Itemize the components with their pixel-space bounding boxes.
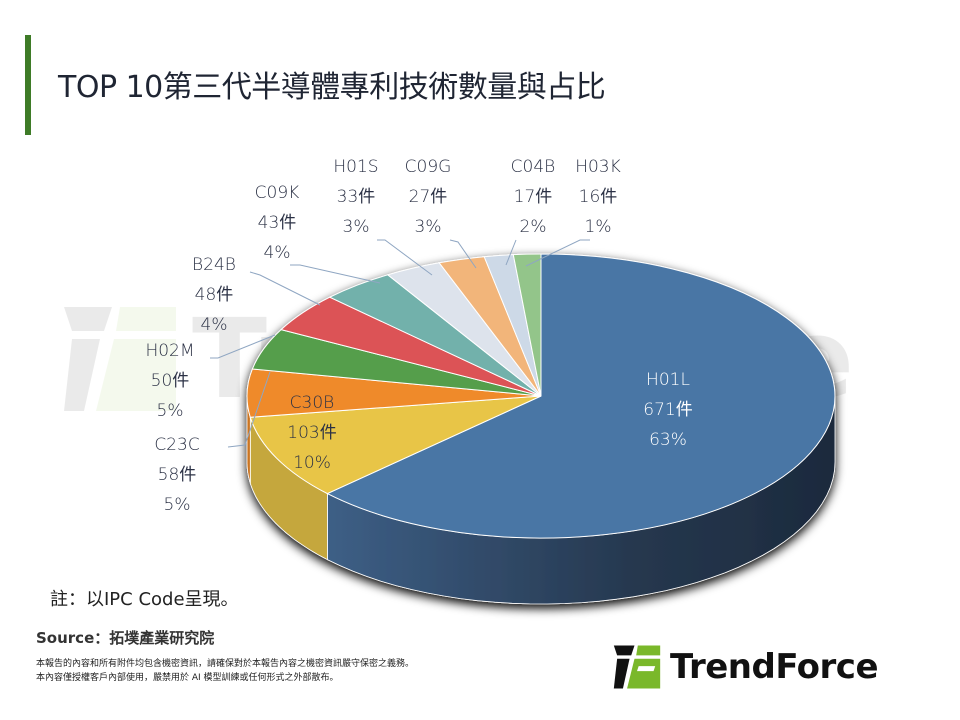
slice-label-b24b-count: 48件 [195, 285, 234, 305]
slice-label-c23c-percent: 5% [164, 495, 191, 515]
slice-label-h02m-percent: 5% [157, 401, 184, 421]
leader-line-c09k [290, 264, 381, 284]
slice-label-h02m-count: 50件 [151, 371, 190, 391]
slice-label-h03k-count: 16件 [579, 187, 618, 207]
slice-label-h01l-code: H01L [646, 370, 690, 390]
slice-label-h01l-count: 671件 [643, 400, 692, 420]
disclaimer: 本報告的內容和所有附件均包含機密資訊，請確保對於本報告內容之機密資訊嚴守保密之義… [36, 657, 414, 685]
slice-label-c30b-count: 103件 [287, 423, 336, 443]
slice-label-h01s-code: H01S [333, 157, 378, 177]
slice-label-c09k-code: C09K [255, 183, 300, 203]
trendforce-logo-icon [613, 645, 661, 689]
slice-label-c30b-percent: 10% [293, 453, 331, 473]
leader-line-c04b [505, 239, 517, 266]
leader-line-b24b [249, 271, 321, 306]
slice-label-c23c-count: 58件 [158, 465, 197, 485]
leader-line-h03k [525, 239, 590, 267]
slice-label-c09k-percent: 4% [264, 243, 291, 263]
source-text: Source：拓墣產業研究院 [36, 629, 215, 647]
title-accent-bar [25, 35, 31, 135]
pie-slice-h01l[interactable] [326, 253, 836, 539]
slice-label-h03k-code: H03K [575, 157, 621, 177]
disclaimer-line-1: 本報告的內容和所有附件均包含機密資訊，請確保對於本報告內容之機密資訊嚴守保密之義… [36, 659, 415, 669]
slice-label-b24b-percent: 4% [201, 315, 228, 335]
leader-line-c23c [227, 371, 271, 448]
slice-label-h01s-percent: 3% [343, 217, 370, 237]
slice-label-c09g-percent: 3% [415, 217, 442, 237]
slice-label-c09g-code: C09G [405, 157, 452, 177]
leader-line-h02m [210, 334, 276, 359]
slice-label-c09g-count: 27件 [409, 187, 448, 207]
slice-label-c09k-count: 43件 [258, 213, 297, 233]
disclaimer-line-2: 本內容僅授權客戶內部使用，嚴禁用於 AI 模型訓練或任何形式之外部散布。 [36, 673, 339, 683]
slice-label-c04b-percent: 2% [520, 217, 547, 237]
chart-note: 註：以IPC Code呈現。 [50, 589, 239, 610]
slice-label-h02m-code: H02M [145, 341, 194, 361]
leader-line-c09g [449, 239, 477, 269]
pie-slice-h03k[interactable] [512, 253, 542, 397]
slice-label-c23c-code: C23C [154, 435, 199, 455]
slice-label-c04b-count: 17件 [514, 187, 553, 207]
leader-line-h01s [377, 239, 433, 276]
slice-label-c30b-code: C30B [290, 393, 335, 413]
slice-label-h03k-percent: 1% [585, 217, 612, 237]
slice-label-h01l-percent: 63% [649, 430, 687, 450]
slice-label-c04b-code: C04B [511, 157, 556, 177]
page-title: TOP 10第三代半導體專利技術數量與占比 [58, 70, 606, 105]
trendforce-logo: TrendForce [612, 643, 879, 691]
slice-label-b24b-code: B24B [192, 255, 236, 275]
slice-label-h01s-count: 33件 [337, 187, 376, 207]
logo-text: TrendForce [670, 647, 879, 687]
